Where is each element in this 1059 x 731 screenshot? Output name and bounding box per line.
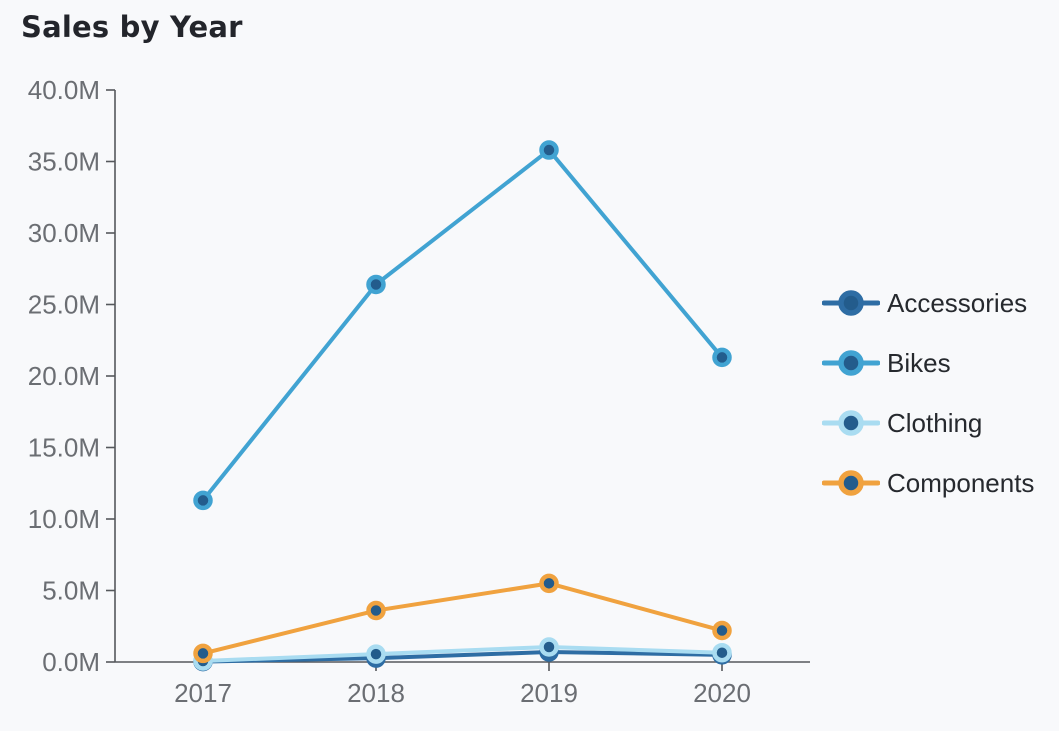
legend-label: Clothing <box>887 407 983 438</box>
legend-item-accessories[interactable]: Accessories <box>822 273 1034 333</box>
data-point-bikes-2018[interactable] <box>366 274 386 295</box>
series-line-bikes <box>201 148 724 503</box>
y-axis-tick-label: 0.0M <box>42 647 100 677</box>
data-point-bikes-2019[interactable] <box>539 140 559 160</box>
y-axis-tick-label: 15.0M <box>28 433 100 463</box>
y-axis-tick-label: 30.0M <box>28 218 100 248</box>
y-axis-tick-label: 10.0M <box>28 504 100 534</box>
series-line-clothing <box>201 644 724 663</box>
data-point-bikes-2020[interactable] <box>712 347 732 368</box>
y-axis-tick-label: 40.0M <box>28 75 100 105</box>
legend-marker-icon <box>822 410 880 436</box>
legend-item-components[interactable]: Components <box>822 453 1034 513</box>
x-axis-tick-label: 2019 <box>520 678 578 708</box>
data-point-bikes-2017[interactable] <box>193 490 213 511</box>
data-point-components-2018[interactable] <box>366 600 386 621</box>
y-axis-tick-label: 35.0M <box>28 147 100 177</box>
x-axis-tick-label: 2020 <box>693 678 751 708</box>
data-point-clothing-2020[interactable] <box>712 642 732 663</box>
data-point-components-2020[interactable] <box>712 620 732 641</box>
legend-label: Accessories <box>887 287 1028 318</box>
legend-item-bikes[interactable]: Bikes <box>822 333 1034 393</box>
y-axis-tick-label: 5.0M <box>42 576 100 606</box>
data-point-clothing-2019[interactable] <box>539 637 559 657</box>
data-point-clothing-2018[interactable] <box>366 644 386 664</box>
series-line-components <box>201 581 724 656</box>
legend-item-clothing[interactable]: Clothing <box>822 393 1034 453</box>
data-point-components-2017[interactable] <box>193 643 213 664</box>
legend-marker-icon <box>822 350 880 376</box>
legend-label: Components <box>887 467 1035 498</box>
legend-marker-icon <box>822 290 880 316</box>
series-line-accessories <box>201 649 724 664</box>
legend: Accessories Bikes Clothing Components <box>822 273 1034 513</box>
legend-label: Bikes <box>887 347 951 378</box>
y-axis-tick-label: 25.0M <box>28 290 100 320</box>
x-axis-tick-label: 2017 <box>174 678 232 708</box>
legend-marker-icon <box>822 470 880 496</box>
chart-title: Sales by Year <box>21 10 243 44</box>
y-axis-tick-label: 20.0M <box>28 361 100 391</box>
x-axis-tick-label: 2018 <box>347 678 405 708</box>
data-point-components-2019[interactable] <box>539 573 559 594</box>
